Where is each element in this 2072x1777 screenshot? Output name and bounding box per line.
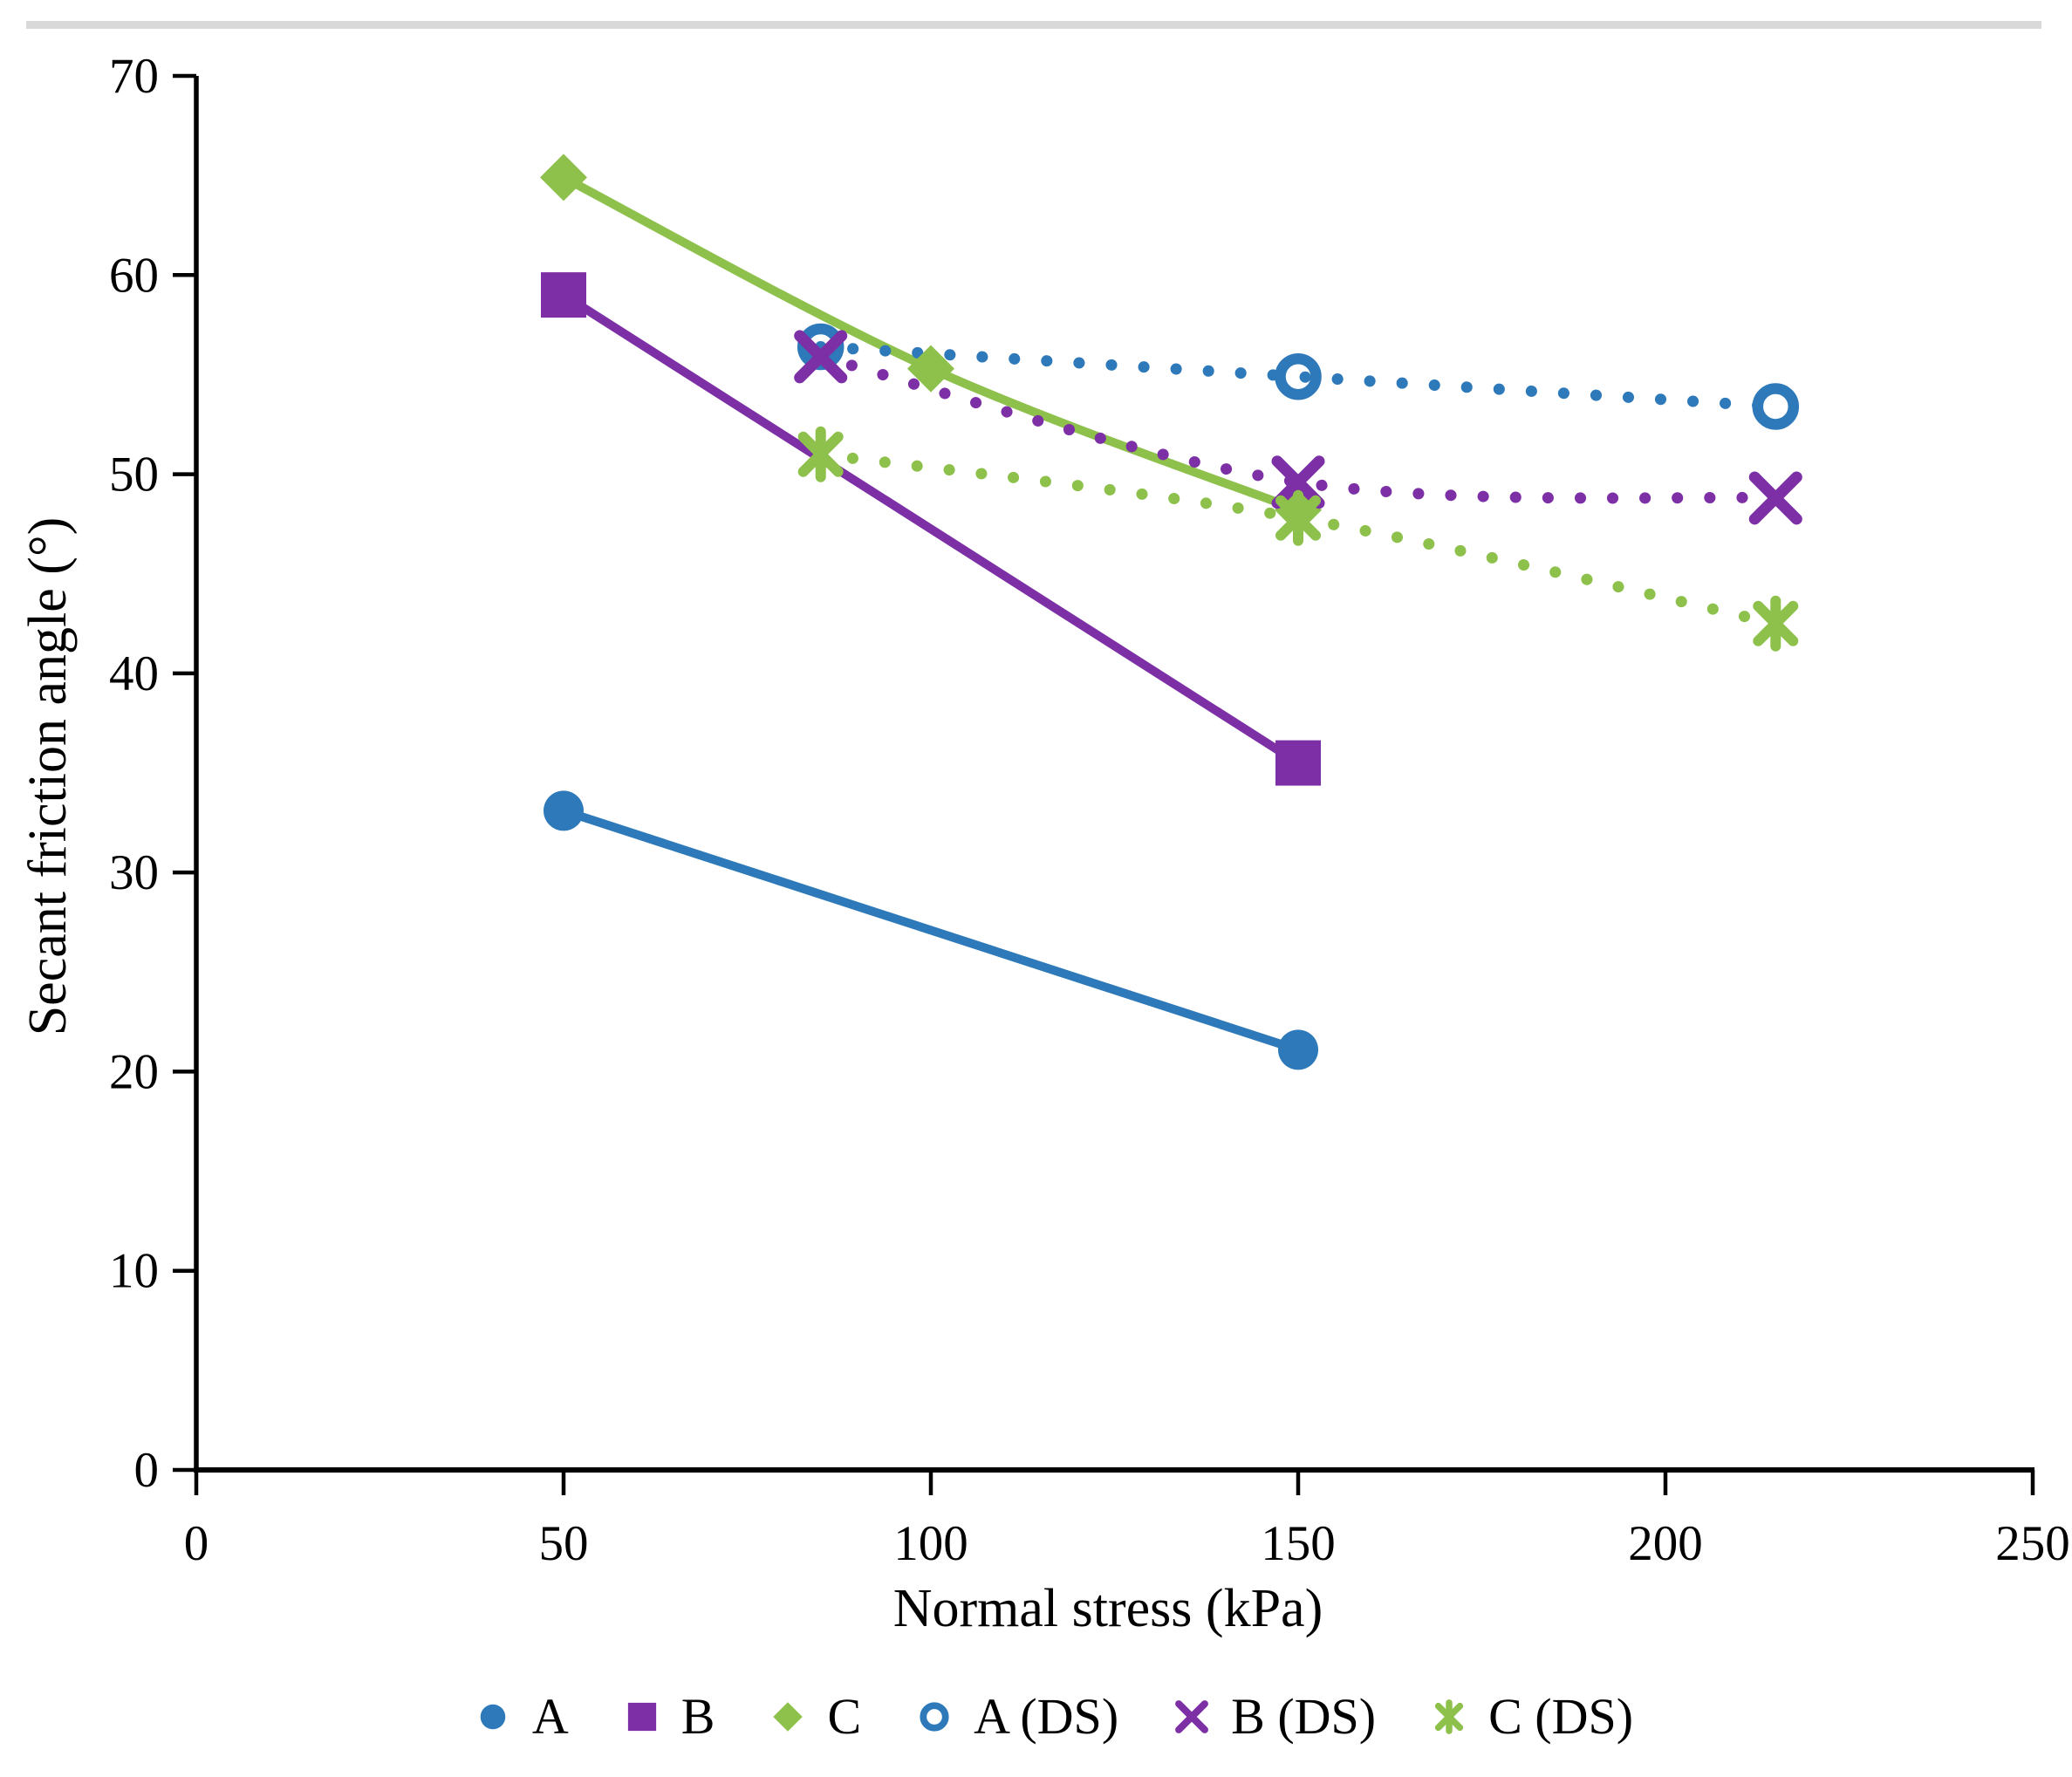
legend-label-b: B: [680, 1688, 715, 1745]
legend-item-c-ds: C (DS): [1421, 1689, 1633, 1745]
series-a-line: [562, 806, 1300, 1055]
y-tick-label-10: 10: [109, 1244, 159, 1299]
legend-marker-x-icon: [1175, 1700, 1209, 1733]
axes-layer: 0 10 20 30 40 50 60 70 0 50 100 150 200 250: [109, 49, 2070, 1571]
x-tick-label-0: 0: [184, 1516, 209, 1571]
legend-item-b: B: [614, 1689, 715, 1745]
legend-item-a: A: [465, 1689, 569, 1745]
legend-label-a-ds: A (DS): [974, 1688, 1119, 1745]
legend-marker-a-ds: [920, 1702, 949, 1732]
legend-marker-circle-open-icon: [920, 1702, 949, 1732]
x-tick-label-50: 50: [539, 1516, 589, 1571]
series-b-ds-marker-0: [794, 330, 848, 384]
y-tick-label-70: 70: [109, 49, 159, 104]
y-tick-label-40: 40: [109, 646, 159, 701]
series-c-ds-marker-1: [1275, 489, 1321, 546]
series-a-ds-marker-2: [1752, 383, 1800, 430]
legend-item-a-ds: A (DS): [906, 1689, 1118, 1745]
legend-marker-circle-icon: [480, 1704, 506, 1730]
x-tick-label-150: 150: [1261, 1516, 1336, 1571]
legend-marker-b: [627, 1702, 656, 1732]
legend-marker-square-icon: [627, 1702, 656, 1732]
y-tick-label-60: 60: [109, 248, 159, 303]
y-axis-title: Secant friction angle (°): [18, 517, 78, 1036]
legend-label-a: A: [531, 1688, 569, 1745]
series-markers-layer: [540, 154, 1802, 1070]
series-a-marker-1: [1278, 1029, 1318, 1070]
y-tick-label-30: 30: [109, 845, 159, 900]
legend: A B C A (DS) B (DS) C (DS): [131, 1668, 1967, 1766]
legend-marker-asterisk-icon: [1434, 1699, 1464, 1734]
series-c-line: [561, 173, 1300, 515]
legend-item-b-ds: B (DS): [1164, 1689, 1376, 1745]
x-tick-label-100: 100: [893, 1516, 968, 1571]
legend-marker-b-ds: [1175, 1700, 1209, 1733]
legend-item-c: C: [760, 1689, 861, 1745]
series-lines-layer: [561, 173, 1781, 1055]
legend-label-c-ds: C (DS): [1488, 1688, 1634, 1745]
series-c-ds-marker-0: [797, 426, 844, 482]
series-a-ds-line: [815, 340, 1781, 413]
x-tick-label-250: 250: [1995, 1516, 2070, 1571]
legend-label-c: C: [827, 1688, 862, 1745]
series-b-line: [561, 290, 1301, 767]
x-tick-label-200: 200: [1628, 1516, 1703, 1571]
legend-marker-a: [480, 1704, 506, 1730]
y-tick-label-20: 20: [109, 1044, 159, 1099]
legend-marker-c-ds: [1434, 1699, 1464, 1734]
top-divider-rule: [26, 21, 2041, 29]
y-tick-label-0: 0: [134, 1443, 160, 1498]
series-c-marker-0: [540, 154, 587, 202]
legend-marker-diamond-icon: [773, 1702, 803, 1732]
y-tick-label-50: 50: [109, 448, 159, 502]
legend-label-b-ds: B (DS): [1231, 1688, 1377, 1745]
series-a-marker-0: [544, 790, 584, 831]
series-a-ds-marker-1: [1275, 352, 1322, 400]
series-b-marker-0: [541, 272, 586, 318]
series-c-ds-marker-2: [1753, 595, 1799, 652]
series-c-marker-1: [907, 345, 954, 393]
series-b-ds-marker-2: [1748, 471, 1802, 525]
series-b-ds-marker-1: [1271, 455, 1325, 509]
x-axis-title: Normal stress (kPa): [893, 1579, 1323, 1638]
series-b-marker-1: [1275, 740, 1321, 786]
legend-marker-c: [773, 1702, 803, 1732]
